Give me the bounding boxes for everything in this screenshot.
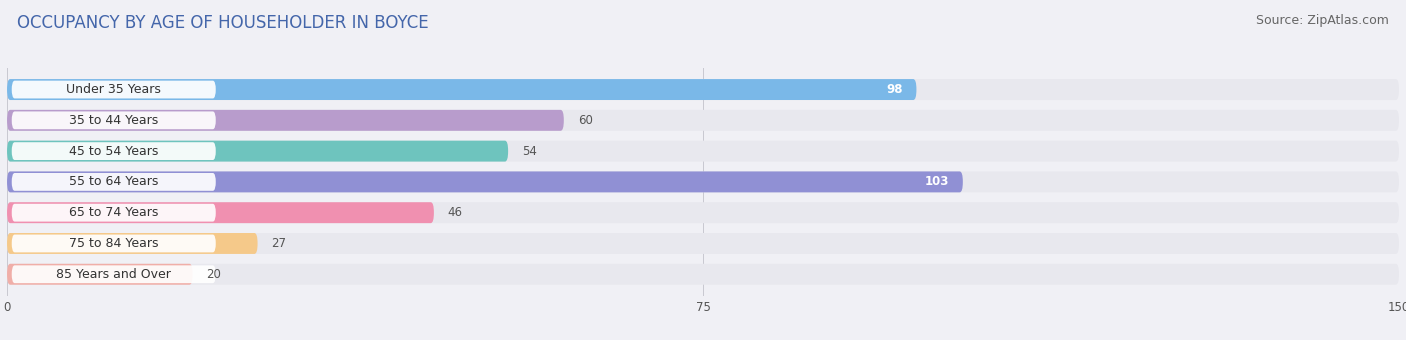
- Text: 45 to 54 Years: 45 to 54 Years: [69, 144, 159, 158]
- Text: Source: ZipAtlas.com: Source: ZipAtlas.com: [1256, 14, 1389, 27]
- FancyBboxPatch shape: [7, 233, 1399, 254]
- FancyBboxPatch shape: [7, 171, 963, 192]
- Text: Under 35 Years: Under 35 Years: [66, 83, 162, 96]
- FancyBboxPatch shape: [7, 110, 564, 131]
- FancyBboxPatch shape: [7, 141, 508, 162]
- Text: 60: 60: [578, 114, 592, 127]
- FancyBboxPatch shape: [7, 264, 1399, 285]
- Text: 20: 20: [207, 268, 221, 281]
- FancyBboxPatch shape: [7, 79, 1399, 100]
- FancyBboxPatch shape: [11, 173, 217, 191]
- FancyBboxPatch shape: [11, 81, 217, 99]
- Text: 75 to 84 Years: 75 to 84 Years: [69, 237, 159, 250]
- Text: 27: 27: [271, 237, 287, 250]
- Text: 46: 46: [447, 206, 463, 219]
- FancyBboxPatch shape: [7, 233, 257, 254]
- Text: OCCUPANCY BY AGE OF HOUSEHOLDER IN BOYCE: OCCUPANCY BY AGE OF HOUSEHOLDER IN BOYCE: [17, 14, 429, 32]
- FancyBboxPatch shape: [7, 264, 193, 285]
- FancyBboxPatch shape: [7, 202, 434, 223]
- Text: 35 to 44 Years: 35 to 44 Years: [69, 114, 159, 127]
- Text: 65 to 74 Years: 65 to 74 Years: [69, 206, 159, 219]
- Text: 98: 98: [886, 83, 903, 96]
- FancyBboxPatch shape: [7, 79, 917, 100]
- FancyBboxPatch shape: [7, 110, 1399, 131]
- FancyBboxPatch shape: [11, 142, 217, 160]
- FancyBboxPatch shape: [11, 112, 217, 129]
- FancyBboxPatch shape: [11, 204, 217, 222]
- FancyBboxPatch shape: [11, 265, 217, 283]
- Text: 103: 103: [925, 175, 949, 188]
- FancyBboxPatch shape: [7, 141, 1399, 162]
- Text: 85 Years and Over: 85 Years and Over: [56, 268, 172, 281]
- FancyBboxPatch shape: [11, 235, 217, 252]
- Text: 54: 54: [522, 144, 537, 158]
- Text: 55 to 64 Years: 55 to 64 Years: [69, 175, 159, 188]
- FancyBboxPatch shape: [7, 202, 1399, 223]
- FancyBboxPatch shape: [7, 171, 1399, 192]
